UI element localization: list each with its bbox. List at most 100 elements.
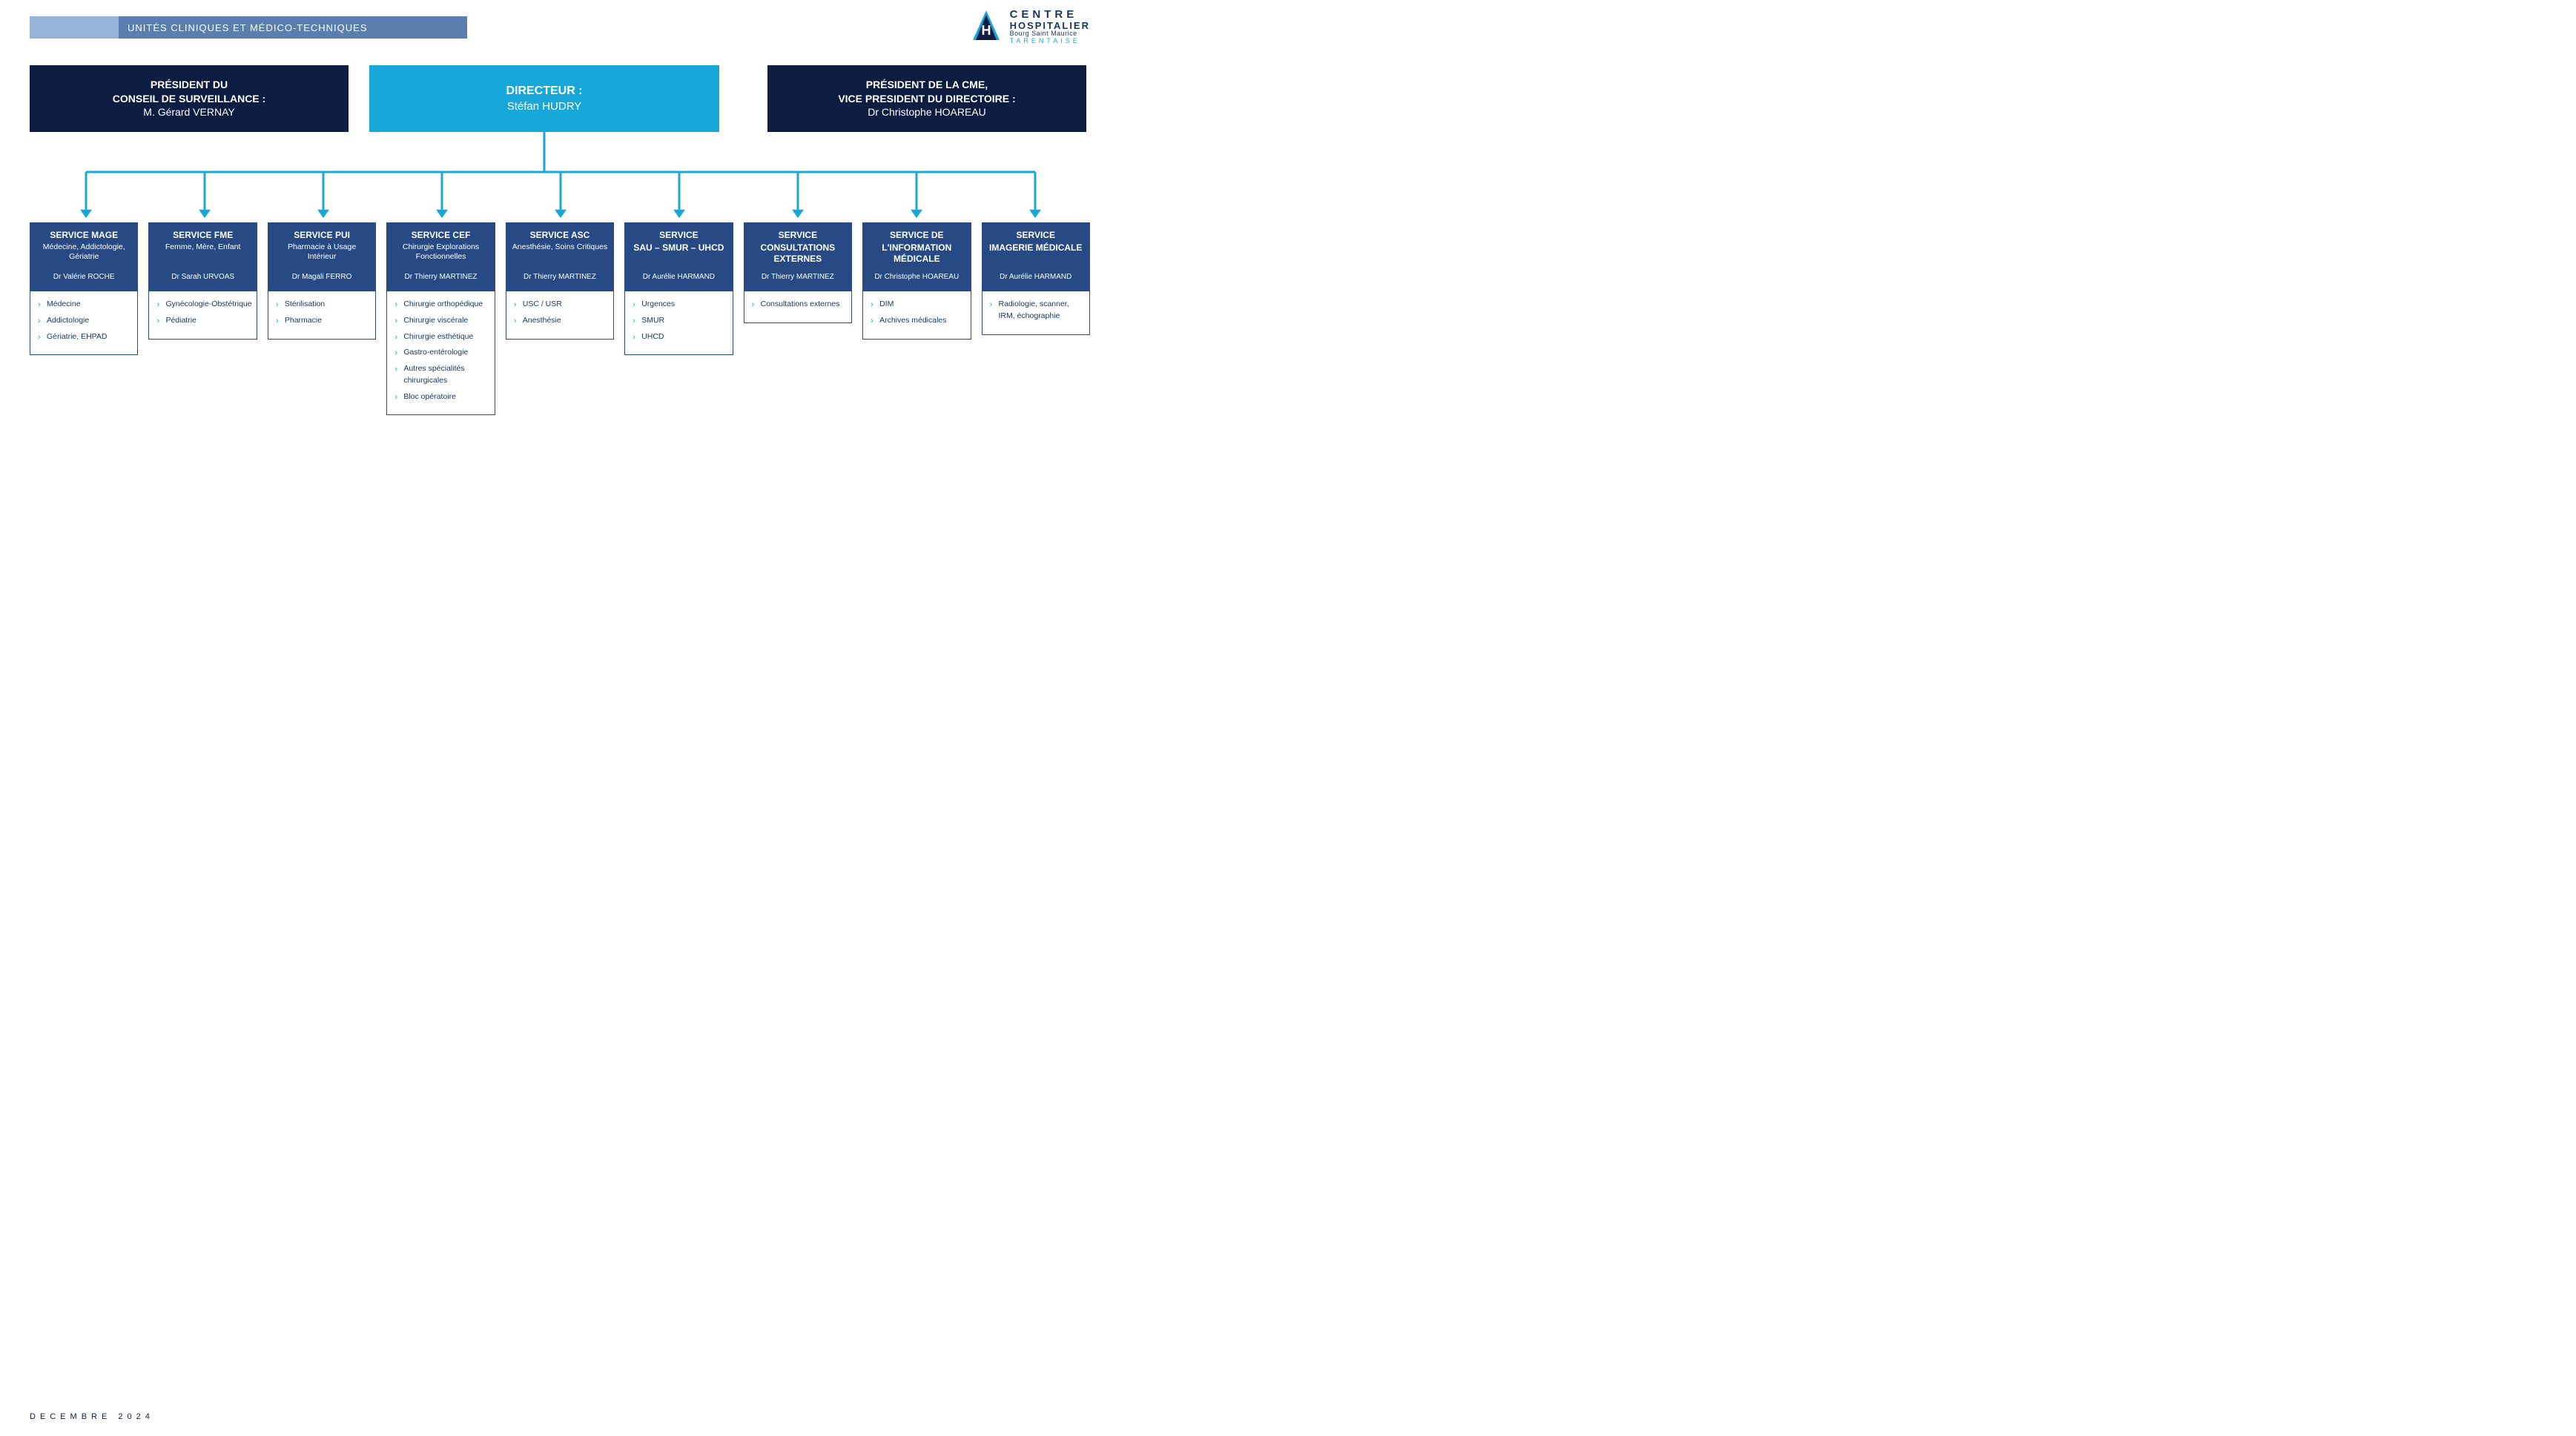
service-title: SERVICE CEF xyxy=(392,230,489,242)
service-title: SERVICE xyxy=(750,230,846,242)
service-head: SERVICE DEL'INFORMATION MÉDICALE Dr Chris… xyxy=(862,222,971,291)
service-item: Médecine xyxy=(38,299,133,311)
role: DIRECTEUR : xyxy=(369,83,719,99)
service-lead: Dr Christophe HOAREAU xyxy=(868,272,965,282)
service-column: SERVICECONSULTATIONS EXTERNESDr Thierry … xyxy=(744,222,852,323)
service-subtitle: IMAGERIE MÉDICALE xyxy=(988,242,1084,254)
service-items: Urgences SMUR UHCD xyxy=(633,299,727,343)
service-item: SMUR xyxy=(633,315,727,327)
service-items: Gynécologie-Obstétrique Pédiatrie xyxy=(156,299,251,327)
service-column: SERVICEIMAGERIE MÉDICALE Dr Aurélie HARMA… xyxy=(982,222,1090,335)
service-column: SERVICE PUIPharmacie à Usage Intérieur Dr… xyxy=(268,222,376,340)
service-items: Radiologie, scanner, IRM, échographie xyxy=(990,299,1085,322)
service-head: SERVICE CEFChirurgie Explorations Foncti… xyxy=(386,222,495,291)
service-column: SERVICE MAGEMédecine, Addictologie, Géri… xyxy=(30,222,138,355)
person-name: Dr Christophe HOAREAU xyxy=(767,105,1086,119)
service-lead: Dr Aurélie HARMAND xyxy=(988,272,1084,282)
service-head: SERVICEIMAGERIE MÉDICALE Dr Aurélie HARMA… xyxy=(982,222,1090,291)
service-items: Stérilisation Pharmacie xyxy=(276,299,371,327)
service-column: SERVICE CEFChirurgie Explorations Foncti… xyxy=(386,222,495,415)
title-accent-bar xyxy=(30,16,119,39)
service-column: SERVICE DEL'INFORMATION MÉDICALE Dr Chris… xyxy=(862,222,971,340)
service-title: SERVICE MAGE xyxy=(36,230,132,242)
president-cme-box: PRÉSIDENT DE LA CME, VICE PRESIDENT DU D… xyxy=(767,65,1086,132)
service-body: Médecine Addictologie Gériatrie, EHPAD xyxy=(30,291,138,355)
service-item: Gastro-entérologie xyxy=(394,347,489,359)
service-item: Anesthésie xyxy=(514,315,609,327)
service-body: Consultations externes xyxy=(744,291,852,323)
role-line1: PRÉSIDENT DE LA CME, xyxy=(767,78,1086,92)
service-head: SERVICECONSULTATIONS EXTERNESDr Thierry … xyxy=(744,222,852,291)
page-title-banner: UNITÉS CLINIQUES ET MÉDICO-TECHNIQUES xyxy=(30,16,467,39)
service-title: SERVICE FME xyxy=(154,230,251,242)
service-item: Autres spécialités chirurgicales xyxy=(394,363,489,387)
service-head: SERVICE MAGEMédecine, Addictologie, Géri… xyxy=(30,222,138,291)
service-title: SERVICE xyxy=(630,230,727,242)
service-body: Chirurgie orthopédique Chirurgie viscéral… xyxy=(386,291,495,415)
svg-text:H: H xyxy=(981,23,991,38)
service-title: SERVICE ASC xyxy=(512,230,608,242)
service-subtitle: Anesthésie, Soins Critiques xyxy=(512,242,608,253)
service-body: DIM Archives médicales xyxy=(862,291,971,340)
service-lead: Dr Thierry MARTINEZ xyxy=(392,272,489,282)
service-item: Chirurgie esthétique xyxy=(394,331,489,343)
service-lead: Dr Magali FERRO xyxy=(274,272,370,282)
logo-line2: HOSPITALIER xyxy=(1010,21,1090,31)
service-item: Radiologie, scanner, IRM, échographie xyxy=(990,299,1085,322)
service-head: SERVICESAU – SMUR – UHCDDr Aurélie HARMA… xyxy=(624,222,733,291)
service-item: Bloc opératoire xyxy=(394,391,489,403)
footer-date: DECEMBRE 2024 xyxy=(30,1412,154,1421)
service-item: Urgences xyxy=(633,299,727,311)
service-items: DIM Archives médicales xyxy=(871,299,965,327)
service-subtitle: L'INFORMATION MÉDICALE xyxy=(868,242,965,265)
service-title: SERVICE xyxy=(988,230,1084,242)
service-items: Médecine Addictologie Gériatrie, EHPAD xyxy=(38,299,133,343)
hospital-logo-mark: H xyxy=(970,10,1003,43)
service-head: SERVICE FMEFemme, Mère, EnfantDr Sarah U… xyxy=(148,222,257,291)
service-subtitle: Médecine, Addictologie, Gériatrie xyxy=(36,242,132,262)
service-items: USC / USRAnesthésie xyxy=(514,299,609,327)
service-item: Addictologie xyxy=(38,315,133,327)
service-body: Radiologie, scanner, IRM, échographie xyxy=(982,291,1090,335)
service-head: SERVICE PUIPharmacie à Usage Intérieur Dr… xyxy=(268,222,376,291)
service-head: SERVICE ASCAnesthésie, Soins Critiques Dr… xyxy=(506,222,614,291)
service-lead: Dr Sarah URVOAS xyxy=(154,272,251,282)
service-title: SERVICE DE xyxy=(868,230,965,242)
services-row: SERVICE MAGEMédecine, Addictologie, Géri… xyxy=(30,222,1090,415)
person-name: M. Gérard VERNAY xyxy=(30,105,349,119)
service-body: Urgences SMUR UHCD xyxy=(624,291,733,355)
title-text-bar: UNITÉS CLINIQUES ET MÉDICO-TECHNIQUES xyxy=(119,16,467,39)
person-name: Stéfan HUDRY xyxy=(369,99,719,114)
logo-line4: TARENTAISE xyxy=(1010,38,1090,44)
page-title: UNITÉS CLINIQUES ET MÉDICO-TECHNIQUES xyxy=(128,22,368,33)
service-title: SERVICE PUI xyxy=(274,230,370,242)
service-subtitle: Chirurgie Explorations Fonctionnelles xyxy=(392,242,489,262)
role-line1: PRÉSIDENT DU xyxy=(30,78,349,92)
president-surveillance-box: PRÉSIDENT DU CONSEIL DE SURVEILLANCE : M… xyxy=(30,65,349,132)
service-item: Pédiatrie xyxy=(156,315,251,327)
role-line2: VICE PRESIDENT DU DIRECTOIRE : xyxy=(767,92,1086,106)
service-lead: Dr Aurélie HARMAND xyxy=(630,272,727,282)
service-items: Consultations externes xyxy=(752,299,847,311)
service-item: UHCD xyxy=(633,331,727,343)
service-subtitle: CONSULTATIONS EXTERNES xyxy=(750,242,846,265)
service-item: Gériatrie, EHPAD xyxy=(38,331,133,343)
logo-line1: CENTRE xyxy=(1010,9,1090,21)
service-subtitle: Pharmacie à Usage Intérieur xyxy=(274,242,370,262)
service-item: Consultations externes xyxy=(752,299,847,311)
service-column: SERVICESAU – SMUR – UHCDDr Aurélie HARMA… xyxy=(624,222,733,355)
hospital-logo-text: CENTRE HOSPITALIER Bourg Saint Maurice T… xyxy=(1010,9,1090,44)
service-item: Pharmacie xyxy=(276,315,371,327)
service-body: Stérilisation Pharmacie xyxy=(268,291,376,340)
service-item: Chirurgie viscérale xyxy=(394,315,489,327)
service-body: Gynécologie-Obstétrique Pédiatrie xyxy=(148,291,257,340)
service-item: Gynécologie-Obstétrique xyxy=(156,299,251,311)
service-item: Archives médicales xyxy=(871,315,965,327)
service-item: DIM xyxy=(871,299,965,311)
hospital-logo: H CENTRE HOSPITALIER Bourg Saint Maurice… xyxy=(970,9,1090,44)
service-body: USC / USRAnesthésie xyxy=(506,291,614,340)
service-item: Chirurgie orthopédique xyxy=(394,299,489,311)
service-item: Stérilisation xyxy=(276,299,371,311)
service-lead: Dr Thierry MARTINEZ xyxy=(512,272,608,282)
service-column: SERVICE ASCAnesthésie, Soins Critiques Dr… xyxy=(506,222,614,340)
